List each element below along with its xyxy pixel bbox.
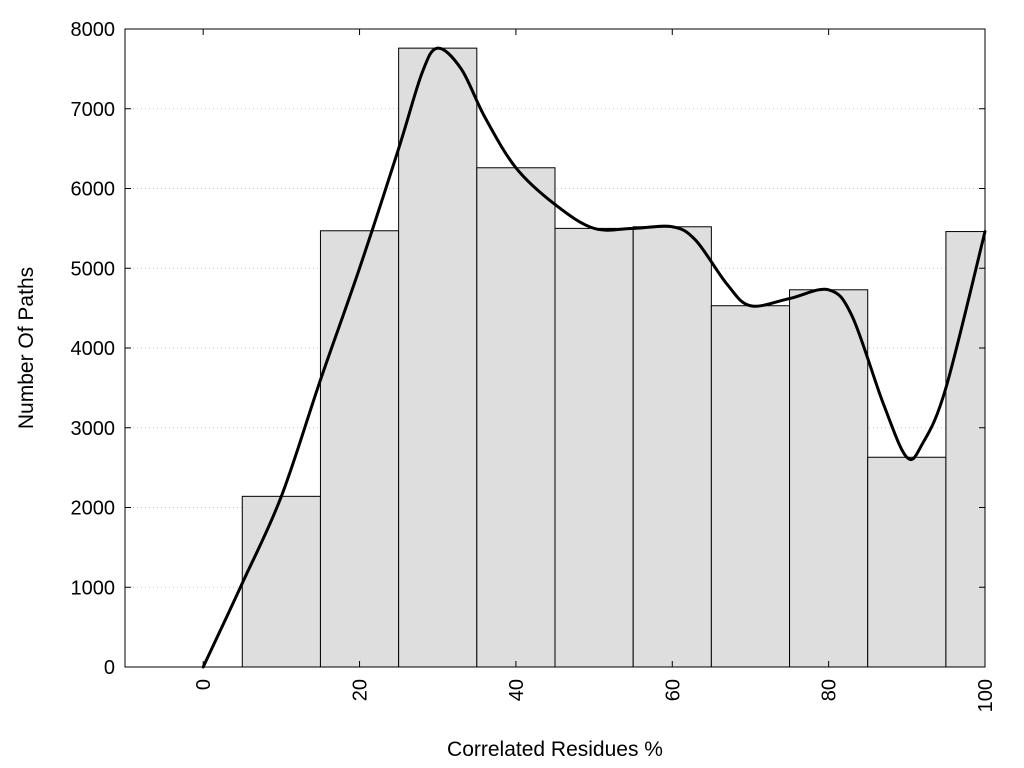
bar-50 bbox=[554, 227, 634, 668]
density-curve bbox=[201, 46, 987, 669]
y-tick-label-1000: 1000 bbox=[71, 577, 116, 599]
y-tick-label-8000: 8000 bbox=[71, 19, 116, 41]
y-tick-label-3000: 3000 bbox=[71, 418, 116, 440]
y-tick-label-6000: 6000 bbox=[71, 179, 116, 201]
y-tick-label-4000: 4000 bbox=[71, 338, 116, 360]
x-tick-label-40: 40 bbox=[506, 679, 528, 701]
x-tick-label-0: 0 bbox=[193, 679, 215, 690]
x-tick-label-80: 80 bbox=[819, 679, 841, 701]
bar-10 bbox=[241, 495, 321, 668]
y-axis-title: Number Of Paths bbox=[15, 267, 38, 429]
bar-70 bbox=[710, 305, 791, 668]
y-tick-label-2000: 2000 bbox=[71, 498, 116, 520]
x-tick-label-20: 20 bbox=[350, 679, 372, 701]
x-axis-ticks: 0 20 40 60 80 100 bbox=[193, 29, 997, 712]
x-axis-title: Correlated Residues % bbox=[447, 738, 663, 761]
bar-30 bbox=[398, 47, 478, 668]
bar-100 bbox=[945, 231, 986, 668]
bar-80 bbox=[789, 289, 869, 668]
x-tick-label-60: 60 bbox=[662, 679, 684, 701]
y-tick-label-5000: 5000 bbox=[71, 258, 116, 280]
bar-20 bbox=[319, 230, 400, 668]
bar-60 bbox=[632, 226, 712, 668]
bar-40 bbox=[476, 167, 556, 668]
x-tick-label-100: 100 bbox=[975, 679, 997, 712]
y-tick-label-0: 0 bbox=[104, 657, 115, 679]
bar-90 bbox=[867, 456, 947, 668]
y-tick-label-7000: 7000 bbox=[71, 99, 116, 121]
y-axis-ticks: 0 1000 2000 3000 4000 5000 6000 7000 8000 bbox=[71, 19, 985, 679]
bars bbox=[241, 47, 986, 668]
